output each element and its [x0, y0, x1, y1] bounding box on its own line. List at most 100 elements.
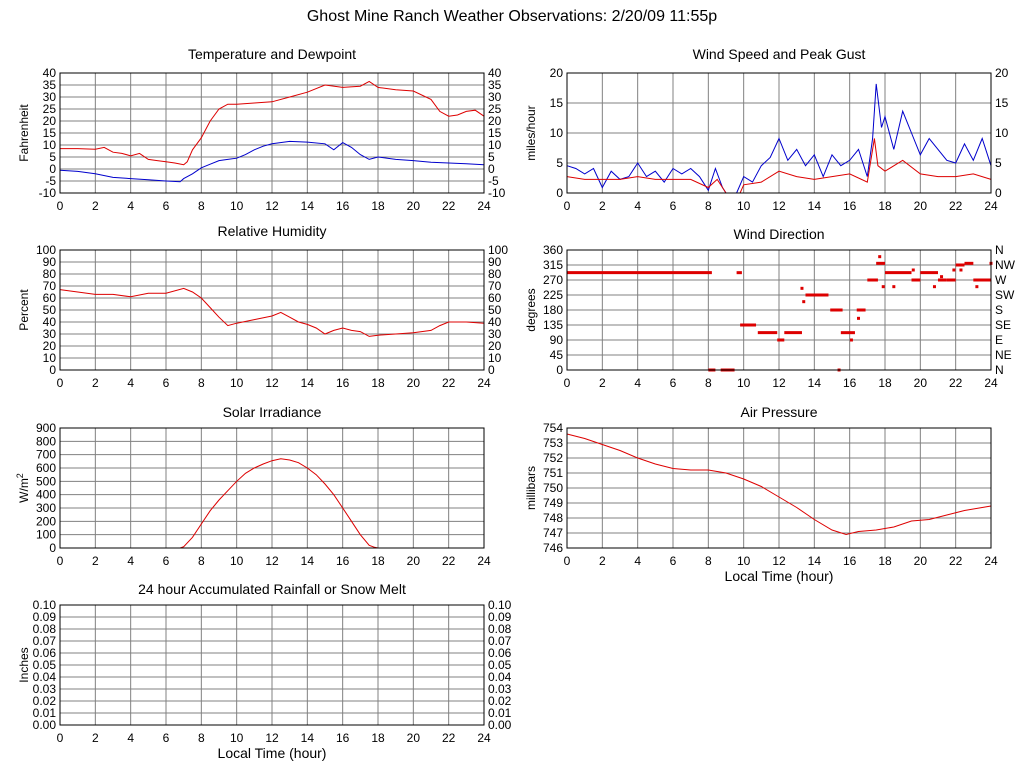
y-tick-label: 0.00	[33, 718, 57, 732]
y-right-tick-label: 10	[488, 351, 502, 365]
y-right-tick-label: E	[995, 333, 1003, 347]
x-tick-label: 2	[599, 554, 606, 568]
y-right-tick-label: 0.03	[488, 682, 512, 696]
direction-point	[849, 338, 853, 342]
x-tick-label: 12	[772, 199, 786, 213]
y-right-tick-label: 0	[995, 186, 1002, 200]
y-tick-label: 753	[543, 436, 563, 450]
y-right-tick-label: 5	[488, 150, 495, 164]
x-tick-label: 20	[407, 731, 421, 745]
y-right-tick-label: 35	[488, 78, 502, 92]
y-right-tick-label: 20	[488, 114, 502, 128]
y-tick-label: 0.03	[33, 682, 57, 696]
y-tick-label: 10	[43, 351, 57, 365]
y-right-tick-label: N	[995, 243, 1004, 257]
y-right-tick-label: 0.08	[488, 622, 512, 636]
y-tick-label: 360	[543, 243, 563, 257]
y-right-tick-label: 80	[488, 267, 502, 281]
y-right-tick-label: 25	[488, 102, 502, 116]
y-right-tick-label: 0.02	[488, 694, 512, 708]
x-tick-label: 18	[371, 376, 385, 390]
y-tick-label: 900	[36, 421, 56, 435]
x-tick-label: 14	[301, 554, 315, 568]
series-line-red	[566, 138, 992, 194]
y-right-tick-label: 100	[488, 243, 508, 257]
y-tick-label: 30	[43, 90, 57, 104]
series-line-red	[60, 80, 485, 166]
y-tick-label: 300	[36, 501, 56, 515]
y-right-tick-label: 90	[488, 255, 502, 269]
series-line-red	[60, 458, 484, 549]
y-right-tick-label: 10	[488, 138, 502, 152]
x-tick-label: 22	[442, 731, 456, 745]
x-tick-label: 18	[371, 731, 385, 745]
x-tick-label: 6	[163, 731, 170, 745]
y-right-tick-label: NE	[995, 348, 1012, 362]
y-tick-label: 800	[36, 434, 56, 448]
x-tick-label: 0	[564, 554, 571, 568]
x-tick-label: 2	[599, 376, 606, 390]
y-right-tick-label: 10	[995, 126, 1009, 140]
x-tick-label: 24	[984, 554, 998, 568]
x-tick-label: 24	[984, 376, 998, 390]
y-tick-label: 15	[550, 96, 564, 110]
y-tick-label: 0.02	[33, 694, 57, 708]
y-tick-label: 750	[543, 481, 563, 495]
x-axis-label: Local Time (hour)	[218, 745, 327, 761]
x-tick-label: 14	[808, 376, 822, 390]
direction-point	[881, 285, 885, 289]
y-tick-label: 748	[543, 511, 563, 525]
x-tick-label: 6	[670, 199, 677, 213]
y-tick-label: 0.08	[33, 622, 57, 636]
x-tick-label: 14	[808, 554, 822, 568]
x-tick-label: 12	[265, 199, 279, 213]
direction-point	[802, 300, 806, 304]
y-right-tick-label: 0.06	[488, 646, 512, 660]
chart-rain: 24 hour Accumulated Rainfall or Snow Mel…	[17, 581, 512, 761]
x-tick-label: 18	[878, 376, 892, 390]
x-tick-label: 14	[301, 199, 315, 213]
x-tick-label: 8	[198, 376, 205, 390]
y-tick-label: 746	[543, 541, 563, 555]
x-tick-label: 18	[878, 199, 892, 213]
plot-frame	[566, 249, 992, 371]
y-tick-label: 10	[43, 138, 57, 152]
x-tick-label: 22	[949, 376, 963, 390]
y-right-tick-label: 0.10	[488, 598, 512, 612]
x-tick-label: 16	[336, 731, 350, 745]
x-tick-label: 8	[198, 554, 205, 568]
y-right-tick-label: 0.00	[488, 718, 512, 732]
y-tick-label: 200	[36, 514, 56, 528]
y-tick-label: 100	[36, 528, 56, 542]
y-tick-label: 0	[49, 541, 56, 555]
y-tick-label: 100	[36, 243, 56, 257]
y-right-tick-label: NW	[995, 258, 1016, 272]
y-axis-label: W/m2	[15, 473, 31, 503]
chart-title: Relative Humidity	[218, 223, 327, 239]
y-right-tick-label: 0.04	[488, 670, 512, 684]
y-right-tick-label: -5	[488, 174, 499, 188]
y-tick-label: 600	[36, 461, 56, 475]
x-tick-label: 20	[914, 199, 928, 213]
x-tick-label: 20	[407, 554, 421, 568]
y-tick-label: 135	[543, 318, 563, 332]
x-tick-label: 0	[57, 731, 64, 745]
x-tick-label: 22	[442, 554, 456, 568]
y-tick-label: 15	[43, 126, 57, 140]
y-right-tick-label: 15	[995, 96, 1009, 110]
x-tick-label: 18	[371, 199, 385, 213]
y-axis-label: millibars	[524, 466, 538, 510]
y-right-tick-label: -10	[488, 186, 506, 200]
x-tick-label: 8	[705, 376, 712, 390]
x-tick-label: 10	[737, 199, 751, 213]
y-tick-label: 0.04	[33, 670, 57, 684]
x-tick-label: 0	[564, 376, 571, 390]
x-tick-label: 6	[670, 554, 677, 568]
y-right-tick-label: 20	[488, 339, 502, 353]
direction-point	[892, 285, 896, 289]
series-line-blue	[59, 140, 485, 183]
y-tick-label: 0	[556, 363, 563, 377]
x-tick-label: 12	[772, 554, 786, 568]
x-tick-label: 4	[127, 376, 134, 390]
